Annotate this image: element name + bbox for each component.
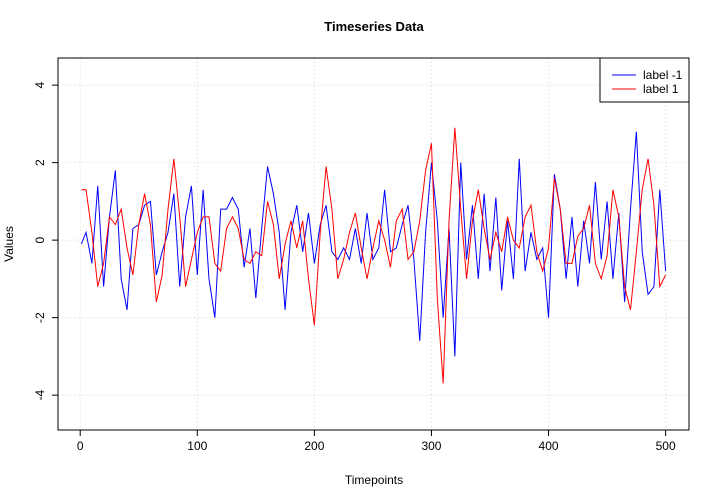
series-line	[81, 127, 667, 384]
y-tick-label: 2	[33, 159, 47, 166]
x-tick-label: 200	[304, 439, 324, 453]
x-tick-label: 500	[656, 439, 676, 453]
legend-box	[599, 57, 690, 103]
x-tick-label: 0	[77, 439, 84, 453]
legend-label: label -1	[643, 68, 683, 82]
y-tick-label: 0	[33, 236, 47, 243]
legend-label: label 1	[643, 82, 679, 96]
y-tick-label: 4	[33, 81, 47, 88]
x-tick-label: 100	[187, 439, 207, 453]
series-line	[80, 131, 667, 357]
plot-frame	[57, 57, 690, 431]
y-tick-label: -4	[33, 389, 47, 400]
y-tick-label: -2	[33, 312, 47, 323]
y-axis-label: Values	[2, 226, 16, 262]
chart-title: Timeseries Data	[324, 19, 424, 34]
x-axis-label: Timepoints	[345, 473, 403, 487]
x-tick-label: 400	[539, 439, 559, 453]
x-tick-label: 300	[421, 439, 441, 453]
